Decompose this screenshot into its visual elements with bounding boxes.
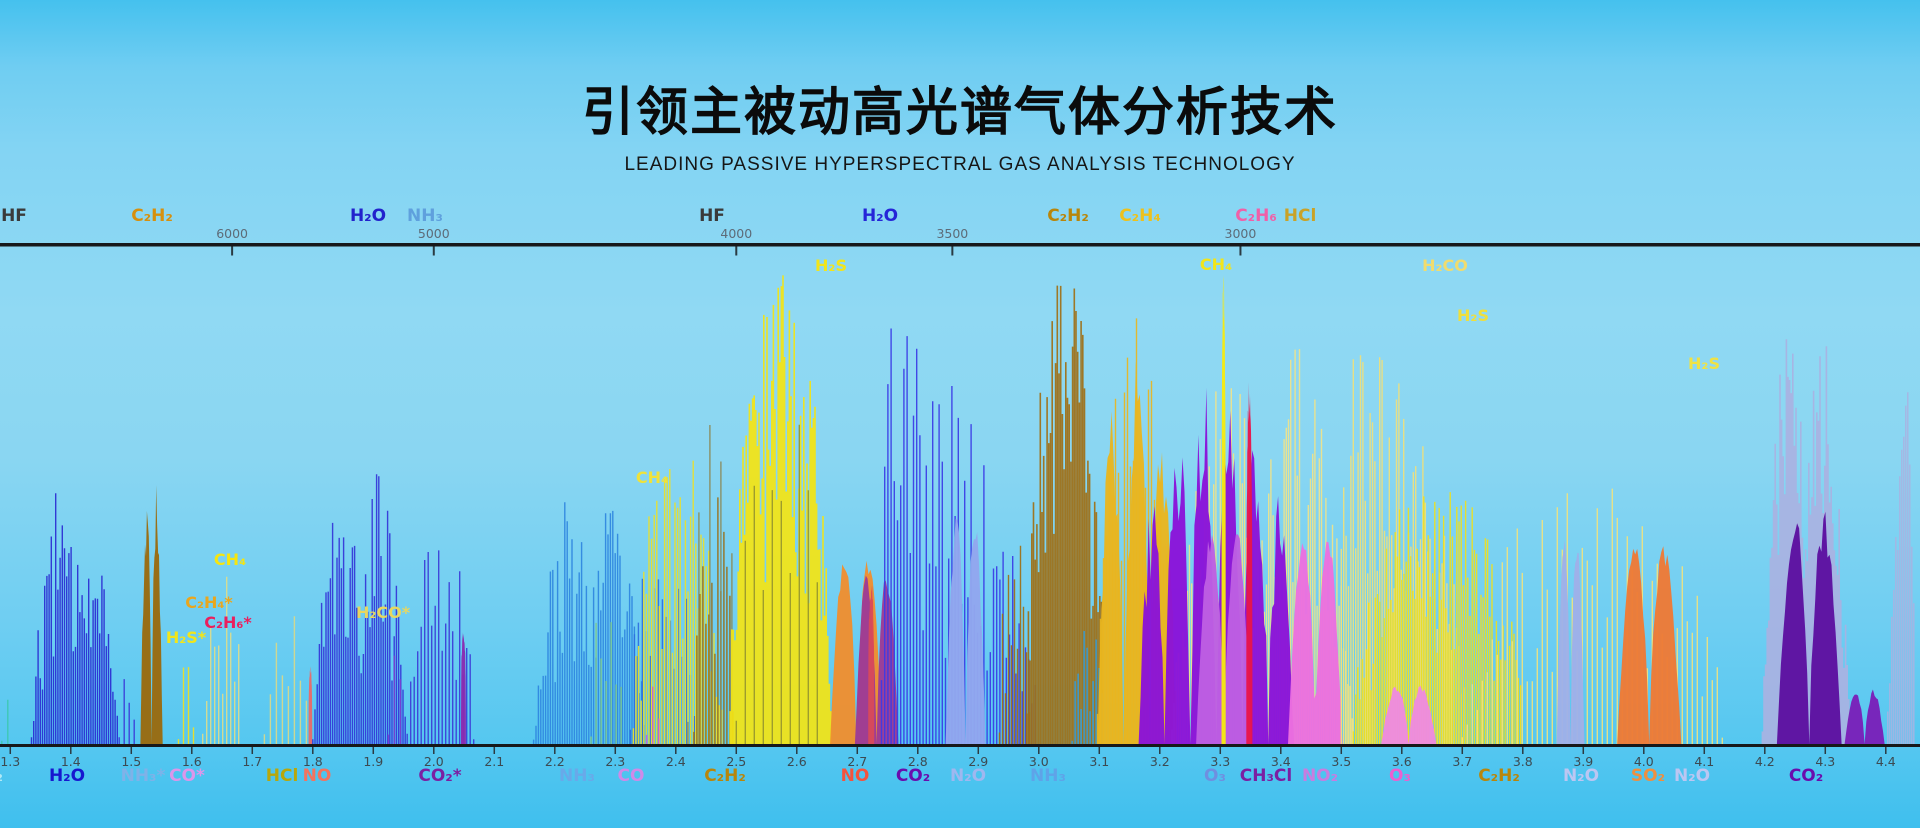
page-title: 引领主被动高光谱气体分析技术 xyxy=(581,83,1338,143)
page-subtitle: LEADING PASSIVE HYPERSPECTRAL GAS ANALYS… xyxy=(624,154,1296,175)
